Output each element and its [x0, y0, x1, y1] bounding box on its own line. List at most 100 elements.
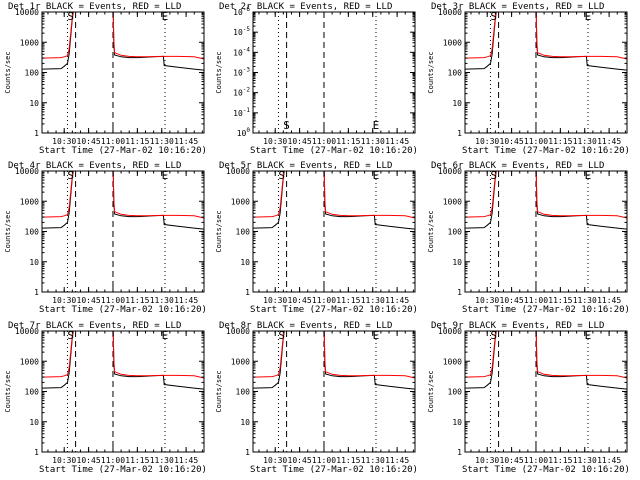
y-axis-label: Counts/sec [427, 51, 435, 93]
events-series-line [42, 331, 204, 390]
x-tick-label: 10:45 [288, 296, 312, 305]
detector-panel: Det 5r BLACK = Events, RED = LLD 1 10 100 10… [215, 161, 418, 315]
events-series-line [253, 331, 415, 390]
marker-label-s: S [67, 329, 74, 342]
axes-frame [41, 170, 205, 293]
detector-panel: Det 7r BLACK = Events, RED = LLD 1 10 100 10… [4, 321, 207, 475]
marker-label-e: E [373, 169, 380, 182]
y-tick-label: 100 [236, 388, 251, 397]
y-tick-label: 1 [457, 129, 462, 138]
axes-frame [252, 170, 416, 293]
events-series-line [465, 171, 627, 230]
x-tick-label: 10:45 [500, 456, 524, 465]
marker-label-s: S [490, 169, 497, 182]
x-tick-label: 10:45 [77, 456, 101, 465]
y-tick-label: 1 [34, 448, 39, 457]
marker-label-e: E [162, 329, 169, 342]
y-axis-label: Counts/sec [4, 51, 12, 93]
x-tick-label: 11:15 [548, 137, 572, 146]
y-tick-label: 1000 [20, 197, 39, 206]
lld-series-line [465, 331, 627, 379]
marker-label-s: S [490, 329, 497, 342]
x-tick-label: 11:30 [150, 456, 174, 465]
y-tick-label: 10000 [226, 327, 250, 336]
x-tick-label: 11:15 [336, 137, 360, 146]
marker-label-e: E [585, 169, 592, 182]
panel-title: Det 1r BLACK = Events, RED = LLD [8, 2, 181, 12]
x-tick-label: 11:15 [336, 296, 360, 305]
x-tick-label: 11:00 [524, 137, 548, 146]
x-tick-label: 10:30 [475, 137, 499, 146]
series-group [42, 12, 204, 71]
x-tick-label: 11:00 [101, 137, 125, 146]
events-series-line [465, 331, 627, 390]
series-group [253, 331, 415, 390]
y-tick-label: 10 [29, 99, 39, 108]
axes-frame [41, 11, 205, 134]
y-tick-label: 10000 [15, 327, 39, 336]
x-tick-label: 11:15 [548, 456, 572, 465]
x-tick-label: 11:45 [597, 296, 621, 305]
marker-label-s: S [67, 10, 74, 23]
y-tick-label: 1000 [443, 357, 462, 366]
marker-label-e: E [373, 329, 380, 342]
x-tick-label: 10:45 [500, 137, 524, 146]
lld-series-line [42, 171, 204, 219]
x-tick-label: 11:45 [385, 456, 409, 465]
series-group [465, 331, 627, 390]
marker-label-e: E [162, 10, 169, 23]
x-tick-label: 11:45 [597, 456, 621, 465]
x-axis-label: Start Time (27-Mar-02 10:16:20) [250, 305, 418, 315]
x-tick-label: 11:15 [125, 456, 149, 465]
x-tick-label: 11:45 [385, 296, 409, 305]
y-axis-label: Counts/sec [427, 210, 435, 252]
detector-panel: Det 8r BLACK = Events, RED = LLD 1 10 100 10… [215, 321, 418, 475]
events-series-line [42, 12, 204, 71]
lld-series-line [253, 171, 415, 219]
x-axis-label: Start Time (27-Mar-02 10:16:20) [39, 465, 207, 475]
y-axis-label: Counts/sec [215, 370, 223, 412]
marker-label-s: S [490, 10, 497, 23]
series-group [465, 12, 627, 71]
y-tick-label: 10-2 [233, 87, 250, 98]
x-axis-label: Start Time (27-Mar-02 10:16:20) [250, 465, 418, 475]
x-tick-label: 11:15 [125, 137, 149, 146]
y-tick-label: 100 [448, 388, 463, 397]
x-tick-label: 10:30 [52, 456, 76, 465]
x-axis-label: Start Time (27-Mar-02 10:16:20) [462, 146, 630, 156]
x-tick-label: 10:45 [77, 296, 101, 305]
x-tick-label: 11:30 [573, 296, 597, 305]
events-series-line [42, 171, 204, 230]
x-tick-label: 10:45 [77, 137, 101, 146]
x-tick-label: 11:00 [312, 456, 336, 465]
marker-label-s: S [67, 169, 74, 182]
axes-frame [464, 170, 628, 293]
x-tick-label: 10:45 [500, 296, 524, 305]
y-tick-label: 1 [34, 288, 39, 297]
detector-panel: Det 2r BLACK = Events, RED = LLD 100 10-1 1… [215, 2, 418, 156]
y-tick-label: 100 [237, 127, 251, 138]
axes-frame [252, 330, 416, 453]
y-tick-label: 10000 [438, 167, 462, 176]
events-series-line [465, 12, 627, 71]
y-tick-label: 10 [240, 418, 250, 427]
y-tick-label: 10000 [15, 8, 39, 17]
x-tick-label: 11:00 [312, 137, 336, 146]
marker-label-s: S [278, 329, 285, 342]
x-tick-label: 11:30 [150, 296, 174, 305]
x-tick-label: 10:45 [288, 137, 312, 146]
axes-frame [252, 11, 416, 134]
y-tick-label: 10-5 [233, 26, 250, 37]
x-tick-label: 10:30 [475, 456, 499, 465]
y-tick-label: 100 [448, 228, 463, 237]
y-tick-label: 100 [25, 69, 40, 78]
y-tick-label: 10 [452, 418, 462, 427]
axes-frame [464, 11, 628, 134]
y-tick-label: 10 [452, 99, 462, 108]
x-tick-label: 11:30 [573, 137, 597, 146]
x-tick-label: 10:45 [288, 456, 312, 465]
x-axis-label: Start Time (27-Mar-02 10:16:20) [462, 305, 630, 315]
marker-label-e: E [585, 329, 592, 342]
y-tick-label: 10 [29, 258, 39, 267]
